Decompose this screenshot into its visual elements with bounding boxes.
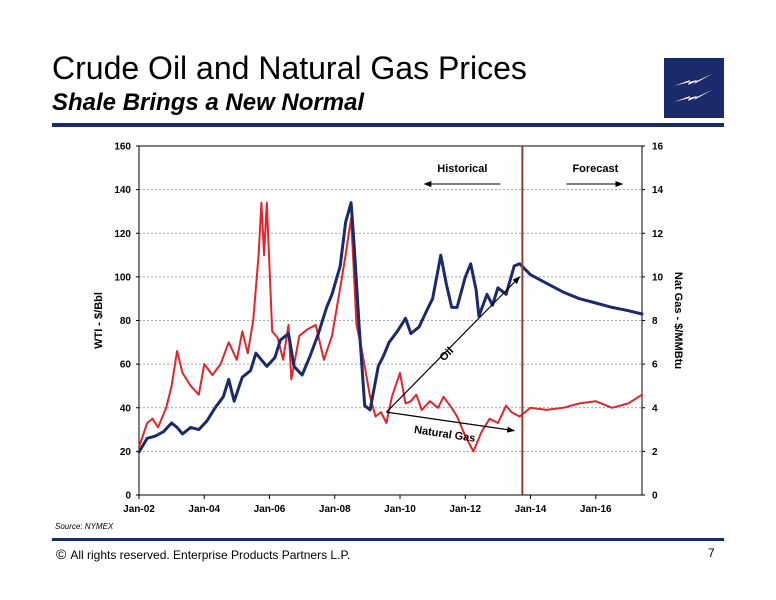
forecast-label: Forecast <box>572 163 618 175</box>
price-chart: 0 20 40 60 80 100 120 140 160 0 2 4 6 8 10 12 14 16 Jan-02… <box>93 142 684 516</box>
page-subtitle: Shale Brings a New Normal <box>52 89 365 116</box>
source-note: Source: NYMEX <box>55 522 114 531</box>
y-tick-label: 160 <box>114 142 131 153</box>
y-tick-label: 80 <box>120 316 132 327</box>
footer: © All rights reserved. Enterprise Product… <box>56 546 350 562</box>
x-tick-label: Jan-04 <box>188 504 220 515</box>
footer-divider <box>52 538 724 541</box>
oil-label: Oil <box>437 345 456 364</box>
y-tick-label: 20 <box>120 447 132 458</box>
x-tick-label: Jan-10 <box>384 504 416 515</box>
x-tick-label: Jan-06 <box>254 504 286 515</box>
lightning-bolt-logo-icon <box>664 58 724 118</box>
y2-tick-label: 0 <box>652 491 658 502</box>
axes: 0 20 40 60 80 100 120 140 160 0 2 4 6 8 10 12 14 16 Jan-02… <box>114 142 663 516</box>
y2-tick-label: 10 <box>652 272 664 283</box>
historical-label: Historical <box>437 163 487 175</box>
y-tick-label: 40 <box>120 403 132 414</box>
plot-area <box>138 145 643 496</box>
title-divider <box>52 123 724 127</box>
natural-gas-label: Natural Gas <box>413 424 476 445</box>
natural-gas-line <box>138 201 643 453</box>
y2-tick-label: 4 <box>652 403 658 414</box>
y2-tick-label: 6 <box>652 360 658 371</box>
y-tick-label: 140 <box>114 185 131 196</box>
y2-axis-title: Nat Gas - $/MMBtu <box>672 272 684 369</box>
oil-trend-arrow <box>385 276 521 413</box>
x-tick-label: Jan-14 <box>515 504 547 515</box>
y2-tick-label: 12 <box>652 229 664 240</box>
y2-tick-label: 2 <box>652 447 658 458</box>
x-tick-label: Jan-16 <box>580 504 612 515</box>
page-title: Crude Oil and Natural Gas Prices <box>52 50 527 86</box>
y-axis-title: WTI - $/Bbl <box>93 292 105 349</box>
footer-text: All rights reserved. Enterprise Products… <box>70 548 351 562</box>
y2-tick-label: 16 <box>652 142 664 153</box>
series <box>137 201 644 454</box>
x-tick-label: Jan-12 <box>449 504 481 515</box>
y-tick-label: 120 <box>114 229 131 240</box>
y2-tick-label: 8 <box>652 316 658 327</box>
gas-trend-arrow <box>386 411 516 433</box>
x-tick-label: Jan-02 <box>123 504 155 515</box>
page-number: 7 <box>708 546 715 560</box>
oil-line <box>137 201 644 454</box>
y-tick-label: 0 <box>125 491 131 502</box>
copyright-symbol: © <box>56 546 67 562</box>
y-tick-label: 100 <box>114 272 131 283</box>
y-tick-label: 60 <box>120 360 132 371</box>
x-tick-label: Jan-08 <box>319 504 351 515</box>
y2-tick-label: 14 <box>652 185 664 196</box>
